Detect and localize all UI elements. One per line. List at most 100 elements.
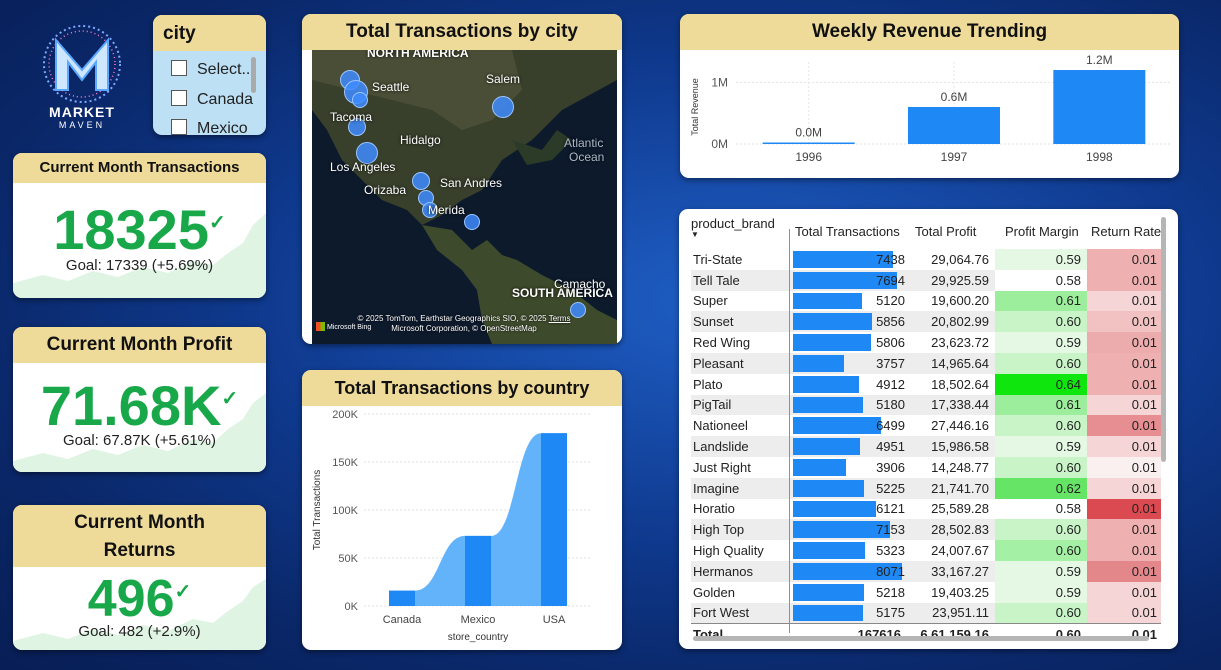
- map-bubble[interactable]: [464, 214, 480, 230]
- map-bubble[interactable]: [570, 302, 586, 318]
- table-row[interactable]: Pleasant 3757 14,965.64 0.60 0.01: [691, 352, 1161, 374]
- cell-brand: Tell Tale: [691, 269, 791, 291]
- cell-transactions: 5806: [791, 332, 907, 353]
- cell-brand: Plato: [693, 376, 723, 392]
- horizontal-scrollbar[interactable]: [693, 636, 1149, 641]
- cell-return-rate: 0.01: [1087, 477, 1161, 499]
- slicer-option-canada[interactable]: Canada: [171, 90, 253, 109]
- vertical-scrollbar[interactable]: [1161, 217, 1166, 462]
- transactions-bar: [793, 375, 860, 393]
- cell-margin: 0.59: [995, 436, 1087, 457]
- check-icon: ✓: [221, 388, 239, 410]
- table-row[interactable]: Horatio 6121 25,589.28 0.58 0.01: [691, 498, 1161, 520]
- map-city-label: Los Angeles: [330, 160, 396, 174]
- cell-brand: Hermanos: [691, 560, 791, 582]
- slicer-title: city: [163, 23, 196, 44]
- map-card: Total Transactions by city NORTH AMERICA…: [302, 14, 622, 344]
- map-terms-link[interactable]: Terms: [548, 314, 571, 323]
- column-header-profit[interactable]: Total Profit: [915, 223, 977, 239]
- transactions-bar: [793, 313, 873, 331]
- column-header-profit-margin[interactable]: Profit Margin: [1005, 223, 1079, 239]
- sort-desc-icon: ▼: [691, 230, 699, 239]
- total-label: Total: [691, 623, 791, 646]
- kpi-title: Current Month Returns: [13, 505, 266, 567]
- cell-brand: Landslide: [691, 436, 791, 457]
- y-tick-label: 200K: [332, 409, 358, 421]
- map-bubble[interactable]: [356, 142, 378, 164]
- column-header-product-brand[interactable]: product_brand ▼: [691, 216, 775, 239]
- cell-transactions: 3906: [791, 457, 907, 478]
- cell-profit: 14,248.77: [931, 459, 989, 475]
- cell-transactions: 7153: [791, 519, 907, 541]
- table-row[interactable]: Tell Tale 7694 29,925.59 0.58 0.01: [691, 269, 1161, 291]
- cell-profit: 23,623.72: [931, 335, 989, 351]
- cell-brand: High Quality: [693, 543, 764, 559]
- kpi-value: 496✓: [87, 570, 192, 628]
- data-label: 1.2M: [1086, 53, 1113, 67]
- kpi-card-profit: Current Month Profit 71.68K✓ Goal: 67.87…: [13, 327, 266, 472]
- y-axis-label: Total Transactions: [312, 470, 323, 551]
- cell-transactions: 7694: [791, 269, 907, 291]
- map-bubble[interactable]: [492, 96, 514, 118]
- table-row[interactable]: Tri-State 7438 29,064.76 0.59 0.01: [691, 249, 1161, 270]
- cell-return-rate: 0.01: [1087, 456, 1161, 478]
- column-header-transactions[interactable]: Total Transactions: [795, 223, 900, 239]
- cell-brand: Golden: [693, 584, 735, 600]
- checkbox[interactable]: [171, 90, 187, 106]
- slicer-scrollbar[interactable]: [251, 57, 256, 93]
- transactions-bar: [793, 479, 864, 497]
- table-row[interactable]: Golden 5218 19,403.25 0.59 0.01: [691, 581, 1161, 603]
- transactions-bar: [793, 354, 844, 372]
- cell-brand: Sunset: [691, 311, 791, 333]
- cell-profit: 19,600.20: [931, 293, 989, 309]
- map-title: Total Transactions by city: [302, 14, 622, 50]
- map-view[interactable]: NORTH AMERICA SOUTH AMERICA Atlantic Oce…: [312, 50, 617, 344]
- x-tick-label: USA: [543, 614, 566, 626]
- x-tick-label: 1997: [941, 150, 968, 164]
- table-row[interactable]: Landslide 4951 15,986.58 0.59 0.01: [691, 436, 1161, 457]
- cell-return-rate: 0.01: [1087, 540, 1161, 561]
- column-header-return-rate[interactable]: Return Rate: [1091, 223, 1162, 239]
- logo-emblem-icon: [43, 25, 121, 103]
- transactions-bar: [793, 458, 846, 476]
- table-row[interactable]: Imagine 5225 21,741.70 0.62 0.01: [691, 477, 1161, 499]
- checkbox[interactable]: [171, 60, 187, 76]
- revenue-chart-card: Weekly Revenue Trending 1M 0M 0.0M 1996 0.6M…: [680, 14, 1179, 178]
- slicer-option-mexico[interactable]: Mexico: [171, 119, 248, 135]
- check-icon: ✓: [208, 212, 226, 234]
- transactions-bar: [793, 583, 864, 601]
- map-bubble[interactable]: [422, 202, 438, 218]
- table-row[interactable]: Super 5120 19,600.20 0.61 0.01: [691, 290, 1161, 312]
- cell-brand: Tri-State: [693, 251, 743, 267]
- table-row[interactable]: PigTail 5180 17,338.44 0.61 0.01: [691, 394, 1161, 416]
- total-return-rate: 0.01: [1087, 623, 1161, 646]
- table-row[interactable]: High Top 7153 28,502.83 0.60 0.01: [691, 519, 1161, 541]
- map-bubble[interactable]: [352, 92, 368, 108]
- cell-return-rate: 0.01: [1087, 311, 1161, 333]
- transactions-bar: [793, 396, 863, 414]
- cell-return-rate: 0.01: [1087, 519, 1161, 541]
- cell-brand: Horatio: [693, 501, 735, 517]
- table-row[interactable]: Just Right 3906 14,248.77 0.60 0.01: [691, 456, 1161, 478]
- table-row[interactable]: Red Wing 5806 23,623.72 0.59 0.01: [691, 332, 1161, 353]
- kpi-trend-area: [13, 579, 266, 650]
- table-row[interactable]: Fort West 5175 23,951.11 0.60 0.01: [691, 602, 1161, 624]
- transactions-bar: [793, 417, 881, 435]
- x-tick-label: Canada: [383, 614, 422, 626]
- map-city-label: Tacoma: [330, 110, 373, 124]
- table-row[interactable]: Sunset 5856 20,802.99 0.60 0.01: [691, 311, 1161, 333]
- table-row[interactable]: High Quality 5323 24,007.67 0.60 0.01: [691, 540, 1161, 561]
- map-bubble[interactable]: [348, 118, 366, 136]
- cell-return-rate: 0.01: [1087, 249, 1161, 270]
- checkbox[interactable]: [171, 119, 187, 135]
- cell-transactions: 7438: [791, 249, 907, 270]
- y-tick-label: 50K: [338, 553, 358, 565]
- slicer-option-select-all[interactable]: Select...: [171, 60, 255, 79]
- transactions-bar: [793, 251, 894, 268]
- table-row[interactable]: Hermanos 8071 33,167.27 0.59 0.01: [691, 560, 1161, 582]
- table-row[interactable]: Nationeel 6499 27,446.16 0.60 0.01: [691, 415, 1161, 437]
- cell-profit: 21,741.70: [907, 477, 995, 499]
- table-row[interactable]: Plato 4912 18,502.64 0.64 0.01: [691, 373, 1161, 395]
- map-bubble[interactable]: [412, 172, 430, 190]
- revenue-bar: [908, 107, 1000, 144]
